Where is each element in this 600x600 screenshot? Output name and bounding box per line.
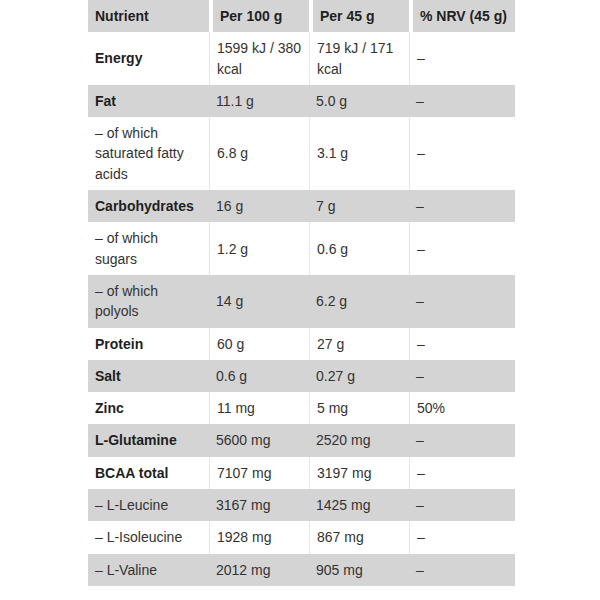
nrv-cell: – [409,190,515,222]
nutrition-table: Nutrient Per 100 g Per 45 g % NRV (45 g)… [88,0,515,586]
nutrient-cell: – of which sugars [88,222,209,275]
nutrient-cell: Zinc [88,392,209,424]
per-45g-cell: 27 g [309,328,409,360]
per-100g-cell: 0.6 g [209,360,309,392]
per-100g-cell: 5600 mg [209,424,309,456]
col-header-nutrient: Nutrient [88,0,209,32]
nrv-cell: – [409,117,515,190]
col-header-per-45g: Per 45 g [309,0,409,32]
per-45g-cell: 2520 mg [309,424,409,456]
table-row: BCAA total7107 mg3197 mg– [88,457,515,489]
per-100g-cell: 3167 mg [209,489,309,521]
nrv-cell: – [409,424,515,456]
per-45g-cell: 0.27 g [309,360,409,392]
per-100g-cell: 11.1 g [209,85,309,117]
nutrient-cell: – of which polyols [88,275,209,328]
col-header-nrv: % NRV (45 g) [409,0,515,32]
per-45g-cell: 867 mg [309,521,409,553]
per-100g-cell: 1928 mg [209,521,309,553]
nutrient-cell: Salt [88,360,209,392]
nutrient-cell: – of which saturated fatty acids [88,117,209,190]
table-row: Fat11.1 g5.0 g– [88,85,515,117]
nrv-cell: – [409,32,515,85]
per-45g-cell: 3197 mg [309,457,409,489]
table-row: Carbohydrates16 g7 g– [88,190,515,222]
nrv-cell: – [409,554,515,586]
nrv-cell: – [409,489,515,521]
table-row: Zinc11 mg5 mg50% [88,392,515,424]
nutrient-cell: Energy [88,32,209,85]
per-100g-cell: 1599 kJ / 380 kcal [209,32,309,85]
per-100g-cell: 6.8 g [209,117,309,190]
per-45g-cell: 3.1 g [309,117,409,190]
per-100g-cell: 1.2 g [209,222,309,275]
col-header-per-100g: Per 100 g [209,0,309,32]
per-45g-cell: 6.2 g [309,275,409,328]
table-row: Energy1599 kJ / 380 kcal719 kJ / 171 kca… [88,32,515,85]
per-45g-cell: 7 g [309,190,409,222]
table-row: Protein60 g27 g– [88,328,515,360]
table-row: – L-Isoleucine1928 mg867 mg– [88,521,515,553]
nrv-cell: – [409,85,515,117]
nrv-cell: – [409,521,515,553]
nutrition-page: Nutrient Per 100 g Per 45 g % NRV (45 g)… [0,0,600,600]
per-100g-cell: 60 g [209,328,309,360]
nrv-cell: – [409,328,515,360]
nutrient-cell: – L-Leucine [88,489,209,521]
nutrient-cell: L-Glutamine [88,424,209,456]
table-row: – L-Leucine3167 mg1425 mg– [88,489,515,521]
table-row: L-Glutamine5600 mg2520 mg– [88,424,515,456]
nutrient-cell: – L-Valine [88,554,209,586]
nutrient-cell: Protein [88,328,209,360]
table-row: – of which polyols14 g6.2 g– [88,275,515,328]
table-row: Salt0.6 g0.27 g– [88,360,515,392]
nrv-cell: – [409,222,515,275]
header-row: Nutrient Per 100 g Per 45 g % NRV (45 g) [88,0,515,32]
table-row: – of which saturated fatty acids6.8 g3.1… [88,117,515,190]
nrv-cell: 50% [409,392,515,424]
nutrient-cell: Carbohydrates [88,190,209,222]
table-row: – L-Valine2012 mg905 mg– [88,554,515,586]
table-row: – of which sugars1.2 g0.6 g– [88,222,515,275]
per-100g-cell: 16 g [209,190,309,222]
per-100g-cell: 7107 mg [209,457,309,489]
per-45g-cell: 719 kJ / 171 kcal [309,32,409,85]
per-45g-cell: 5 mg [309,392,409,424]
per-45g-cell: 5.0 g [309,85,409,117]
nutrient-cell: Fat [88,85,209,117]
per-100g-cell: 2012 mg [209,554,309,586]
nutrient-cell: – L-Isoleucine [88,521,209,553]
per-100g-cell: 14 g [209,275,309,328]
nrv-cell: – [409,275,515,328]
per-45g-cell: 0.6 g [309,222,409,275]
table-body: Energy1599 kJ / 380 kcal719 kJ / 171 kca… [88,32,515,586]
per-45g-cell: 905 mg [309,554,409,586]
per-45g-cell: 1425 mg [309,489,409,521]
nutrient-cell: BCAA total [88,457,209,489]
nrv-cell: – [409,360,515,392]
nrv-cell: – [409,457,515,489]
per-100g-cell: 11 mg [209,392,309,424]
